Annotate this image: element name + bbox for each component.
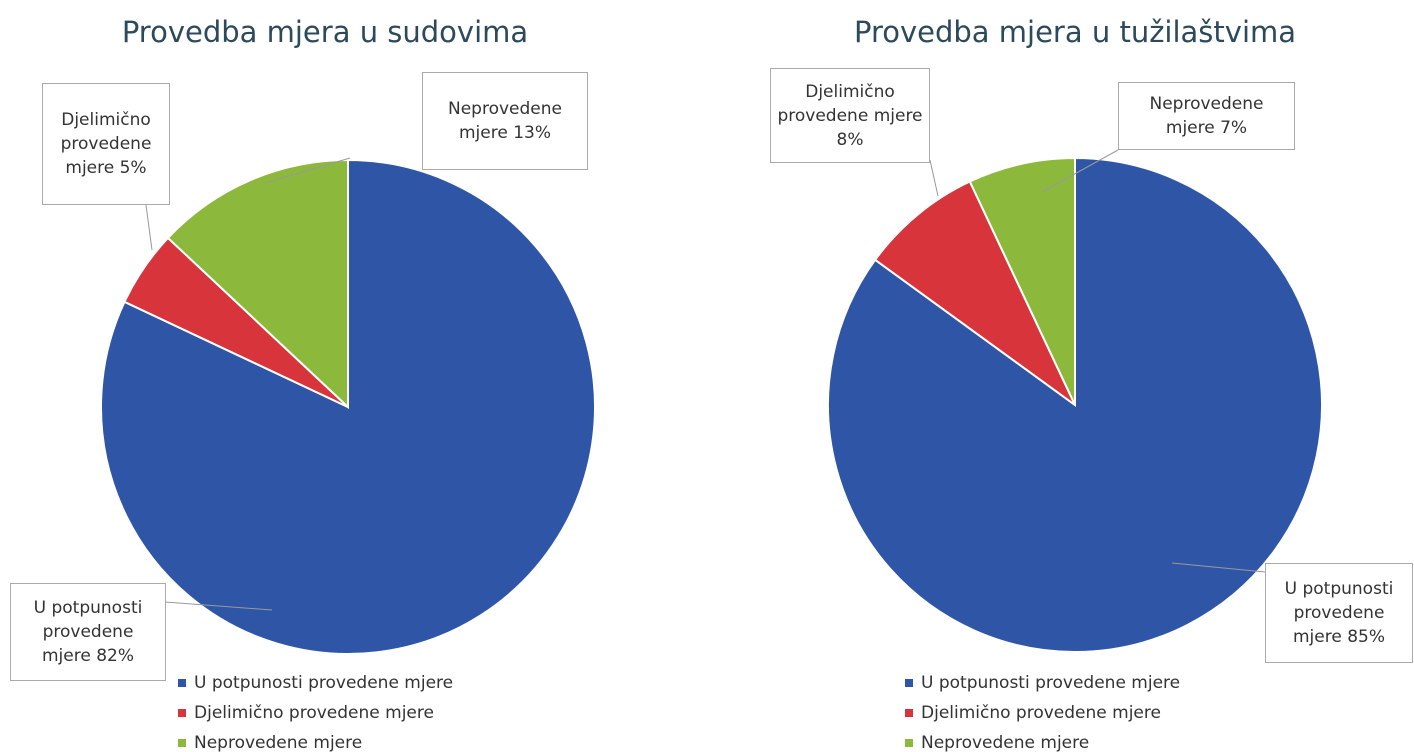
legend-swatch [178,679,186,687]
legend-label: U potpunosti provedene mjere [194,673,453,693]
data-label: Djelimično provedene mjere 5% [42,83,170,205]
legend-label: Neprovedene mjere [194,733,362,752]
pie-slice [873,180,1076,406]
data-label: Djelimično provedene mjere 8% [770,68,930,163]
legend-label: U potpunosti provedene mjere [921,673,1180,693]
pie-slice [166,158,349,410]
leader-line [1171,562,1266,573]
legend-label: Neprovedene mjere [921,733,1089,752]
chart-title: Provedba mjera u tužilaštvima [854,15,1296,49]
data-label: U potpunosti provedene mjere 82% [10,583,166,681]
legend-label: Djelimično provedene mjere [921,703,1161,723]
leader-line [145,204,153,251]
data-label: Neprovedene mjere 7% [1118,82,1295,150]
leader-line [929,159,939,197]
legend-swatch [178,709,186,717]
legend-swatch [178,739,186,747]
chart-title: Provedba mjera u sudovima [122,15,528,49]
legend-swatch [905,679,913,687]
leader-line [264,157,351,184]
data-label: Neprovedene mjere 13% [422,72,588,170]
leader-line [1041,149,1119,193]
legend-label: Djelimično provedene mjere [194,703,434,723]
data-label: U potpunosti provedene mjere 85% [1265,563,1413,663]
legend-swatch [905,739,913,747]
pie-slice [827,156,1323,653]
legend-swatch [905,709,913,717]
leader-line [164,601,273,611]
pie-slice [968,156,1076,406]
